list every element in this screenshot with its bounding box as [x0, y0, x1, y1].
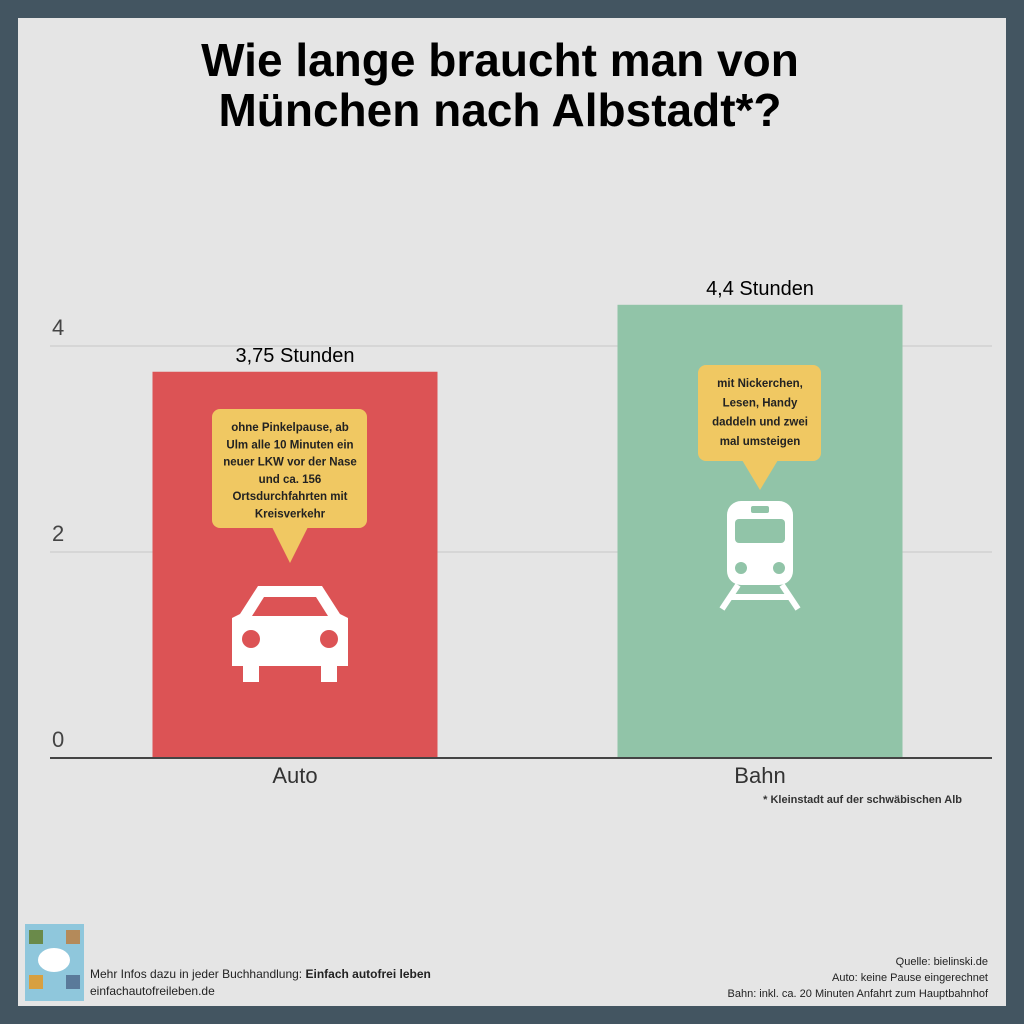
footer-info-text: Mehr Infos dazu in jeder Buchhandlung:: [90, 967, 305, 981]
footnote: * Kleinstadt auf der schwäbischen Alb: [763, 794, 962, 806]
callout-text: daddeln und zwei: [712, 417, 808, 429]
callout-text: neuer LKW vor der Nase: [223, 457, 357, 469]
source: Auto: keine Pause eingerechnet: [832, 972, 988, 984]
footer-book: Einfach autofrei leben: [305, 967, 430, 981]
y-tick-label: 2: [52, 521, 64, 546]
train-window: [735, 519, 785, 543]
value-label: 3,75 Stunden: [236, 345, 355, 367]
chart-title: Wie lange braucht man von: [201, 34, 799, 86]
callout-text: ohne Pinkelpause, ab: [231, 422, 349, 434]
book-photo: [66, 930, 80, 944]
book-photo: [29, 975, 43, 989]
x-tick-label: Auto: [272, 763, 317, 788]
train-icon: [719, 501, 801, 611]
footer-url: einfachautofreileben.de: [90, 984, 215, 998]
car-light: [242, 630, 260, 648]
callout-pointer: [742, 460, 778, 490]
callout-pointer: [272, 527, 308, 563]
callout-box: [212, 409, 367, 528]
car-icon: [232, 586, 348, 682]
book-photo: [66, 975, 80, 989]
callout-box: [698, 365, 821, 461]
book-cover: [25, 924, 84, 1001]
source: Quelle: bielinski.de: [896, 956, 988, 968]
train-light: [773, 562, 785, 574]
footer-info: Mehr Infos dazu in jeder Buchhandlung: E…: [90, 967, 431, 981]
book-label: [38, 948, 70, 972]
car-window: [252, 597, 328, 616]
callout: ohne Pinkelpause, ab Ulm alle 10 Minuten …: [212, 409, 367, 563]
train-rails: [719, 583, 801, 611]
callout-text: Ulm alle 10 Minuten ein: [226, 439, 353, 451]
chart-title: München nach Albstadt*?: [218, 84, 781, 136]
y-tick-label: 0: [52, 727, 64, 752]
y-tick-label: 4: [52, 315, 64, 340]
callout-text: Ortsdurchfahrten mit: [232, 491, 347, 503]
car-wheel: [321, 660, 337, 682]
callout-text: Lesen, Handy: [723, 397, 798, 409]
callout: mit Nickerchen, Lesen, Handy daddeln und z…: [698, 365, 821, 490]
x-tick-label: Bahn: [734, 763, 785, 788]
callout-text: und ca. 156: [259, 474, 322, 486]
callout-text: mal umsteigen: [720, 436, 801, 448]
car-light: [320, 630, 338, 648]
callout-text: Kreisverkehr: [255, 509, 326, 521]
value-label: 4,4 Stunden: [706, 278, 814, 300]
book-photo: [29, 930, 43, 944]
car-wheel: [243, 660, 259, 682]
source: Bahn: inkl. ca. 20 Minuten Anfahrt zum H…: [728, 988, 989, 1000]
train-sign: [751, 506, 769, 513]
callout-text: mit Nickerchen,: [717, 378, 803, 390]
train-light: [735, 562, 747, 574]
